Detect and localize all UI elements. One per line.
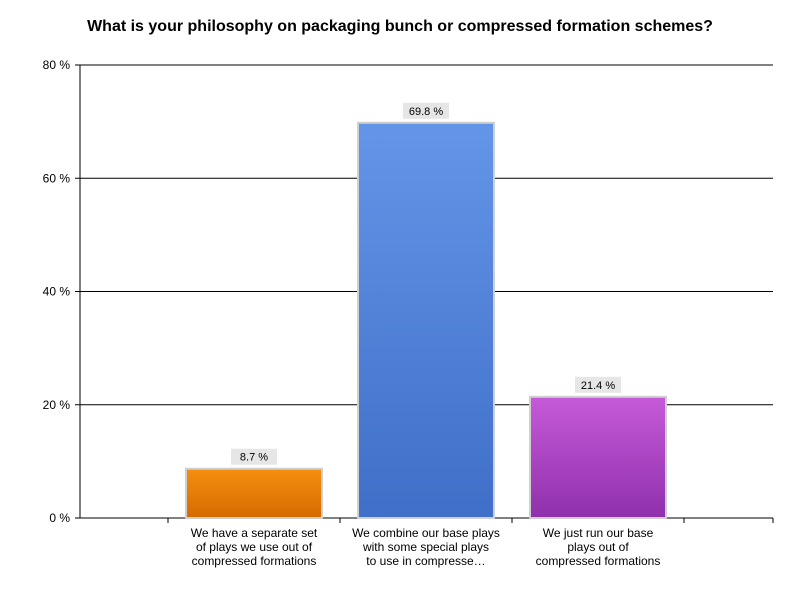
x-category-label-line: We just run our base <box>543 526 654 540</box>
bar <box>357 121 495 519</box>
chart-title: What is your philosophy on packaging bun… <box>87 18 713 35</box>
x-category-label: We have a separate set of plays we use ou… <box>191 526 318 568</box>
x-category-label-line: to use in compresse… <box>366 554 485 568</box>
x-category-label: We just run our base plays out of compress… <box>536 526 661 568</box>
y-tick-label: 20 % <box>43 398 71 412</box>
x-category-label-line: compressed formations <box>192 554 317 568</box>
x-category-label-line: We combine our base plays <box>352 526 500 540</box>
x-category-label: We combine our base plays with some speci… <box>352 526 500 568</box>
data-label: 8.7 % <box>240 452 268 464</box>
x-category-label-line: of plays we use out of <box>196 540 313 554</box>
x-category-label-line: We have a separate set <box>191 526 318 540</box>
data-label: 69.8 % <box>409 106 443 118</box>
y-tick-label: 0 % <box>49 511 70 525</box>
y-tick-label: 60 % <box>43 171 71 185</box>
x-category-label-line: compressed formations <box>536 554 661 568</box>
x-category-label-line: plays out of <box>567 540 629 554</box>
y-tick-label: 80 % <box>43 58 71 72</box>
bar <box>529 395 667 520</box>
y-tick-label: 40 % <box>43 285 71 299</box>
data-label-background <box>575 376 621 393</box>
data-label: 21.4 % <box>581 380 615 392</box>
data-label-background <box>231 448 277 465</box>
data-label-background <box>403 102 449 119</box>
x-category-label-line: with some special plays <box>362 540 489 554</box>
bar <box>185 467 323 519</box>
